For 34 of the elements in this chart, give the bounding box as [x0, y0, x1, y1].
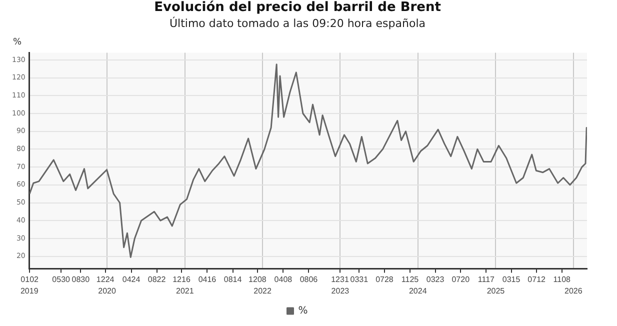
x-tick-label: 0822	[148, 274, 166, 284]
chart-title: Evolución del precio del barril de Brent	[154, 0, 441, 16]
chart-subtitle: Último dato tomado a las 09:20 hora española	[169, 16, 426, 30]
x-tick-label: 0102	[20, 274, 40, 284]
x-tick-label: 0814	[224, 274, 242, 284]
x-tick-label: 1231	[331, 274, 350, 284]
x-tick-label: 0720	[452, 274, 470, 284]
x-tick-label: 0323	[426, 274, 445, 284]
x-tick-label: 0315	[502, 274, 521, 284]
x-tick-label: 0712	[528, 274, 546, 284]
x2-tick-label: 2021	[176, 286, 194, 296]
x-tick-label: 0424	[122, 274, 141, 284]
x-tick-label: 0408	[274, 274, 293, 284]
x-tick-label: 0806	[300, 274, 318, 284]
x2-tick-label: 2025	[486, 286, 506, 296]
legend-label: %	[298, 306, 308, 317]
x-tick-label: 1125	[401, 274, 420, 284]
x-tick-label: 0331	[350, 274, 369, 284]
x-tick-label: 0830	[72, 274, 90, 284]
x-tick-label: 0728	[376, 274, 394, 284]
x-tick-label: 0416	[198, 274, 217, 284]
x2-tick-label: 2023	[331, 286, 350, 296]
x2-tick-label: 2022	[254, 286, 272, 296]
x-tick-label: 1117	[478, 274, 496, 284]
x-tick-label: 1208	[248, 274, 267, 284]
x2-tick-label: 2019	[20, 286, 39, 296]
x-tick-label: 1224	[96, 274, 115, 284]
x2-tick-label: 2020	[98, 286, 116, 296]
x-tick-label: 0530	[52, 274, 71, 284]
x-tick-label: 1216	[172, 274, 191, 284]
x2-tick-label: 2024	[408, 286, 428, 296]
x-tick-label: 1108	[553, 274, 572, 284]
x2-tick-label: 2026	[564, 286, 583, 296]
y-axis-title: %	[13, 38, 22, 48]
